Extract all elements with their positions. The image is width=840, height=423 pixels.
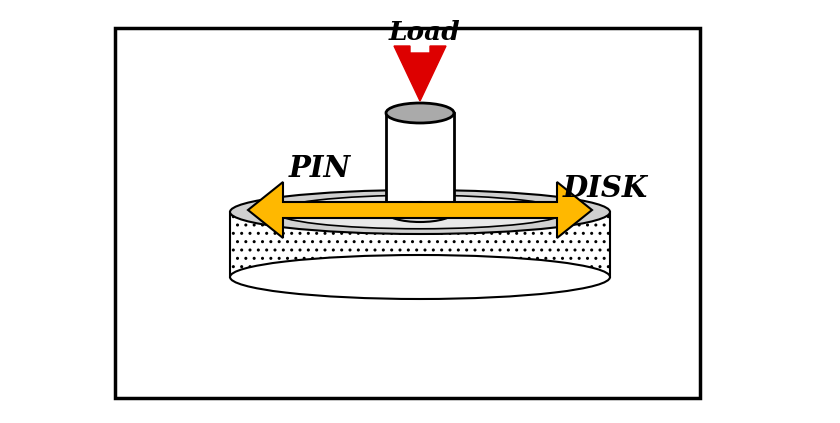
Ellipse shape	[230, 190, 610, 234]
Text: DISK: DISK	[562, 173, 648, 203]
Text: Load: Load	[389, 20, 461, 45]
Polygon shape	[248, 182, 592, 238]
Polygon shape	[230, 212, 610, 277]
Ellipse shape	[275, 195, 565, 229]
Polygon shape	[115, 28, 700, 398]
Text: PIN: PIN	[289, 154, 351, 182]
Ellipse shape	[386, 103, 454, 123]
Ellipse shape	[386, 202, 454, 222]
Polygon shape	[386, 113, 454, 212]
Polygon shape	[230, 212, 610, 277]
Ellipse shape	[230, 255, 610, 299]
Polygon shape	[394, 46, 446, 101]
